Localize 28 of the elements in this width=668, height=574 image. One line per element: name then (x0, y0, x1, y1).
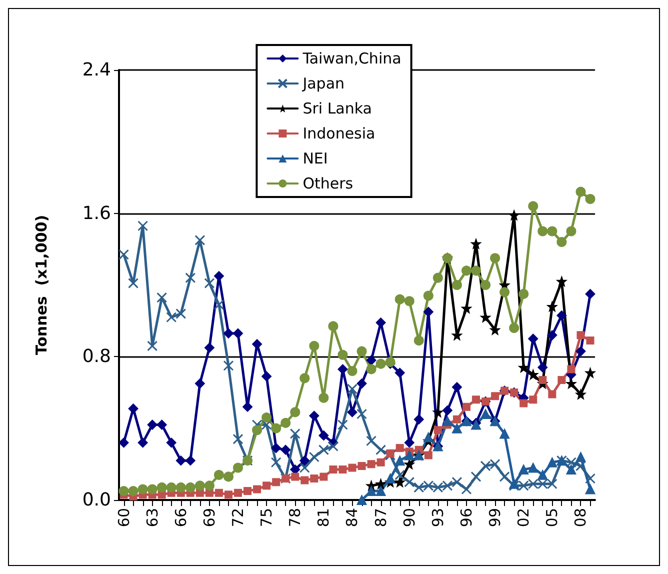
legend-label: Japan (302, 74, 345, 92)
legend-label: Others (302, 174, 354, 192)
legend-label: Taiwan,China (302, 50, 402, 68)
x-tick-label: 93 (428, 508, 447, 528)
x-tick-label: 69 (200, 508, 218, 528)
x-tick-label: 87 (372, 508, 390, 528)
x-tick-label: 66 (172, 508, 190, 528)
x-tick-label: 63 (143, 508, 162, 528)
x-tick-label: 05 (543, 508, 562, 528)
x-tick-label: 72 (229, 508, 247, 528)
legend-label: Sri Lanka (302, 100, 372, 118)
x-tick-label: 02 (514, 508, 533, 528)
x-tick-label: 81 (314, 508, 333, 528)
legend-label: Indonesia (302, 124, 376, 142)
y-tick-label: 0.0 (82, 490, 111, 510)
x-tick-label: 60 (114, 508, 133, 528)
legend-label: NEI (302, 150, 328, 168)
y-tick-label: 0.8 (82, 346, 111, 368)
x-tick-label: 90 (400, 508, 418, 528)
x-tick-label: 78 (286, 508, 304, 528)
y-tick-label: 1.6 (82, 202, 111, 224)
x-tick-label: 99 (486, 508, 504, 528)
x-tick-label: 75 (258, 508, 276, 528)
y-axis-title: Tonnes (x1,000) (32, 214, 50, 356)
y-tick-label: 2.4 (82, 60, 111, 80)
x-tick-label: 96 (457, 508, 476, 528)
x-tick-label: 84 (343, 508, 362, 528)
x-tick-label: 08 (572, 508, 590, 528)
